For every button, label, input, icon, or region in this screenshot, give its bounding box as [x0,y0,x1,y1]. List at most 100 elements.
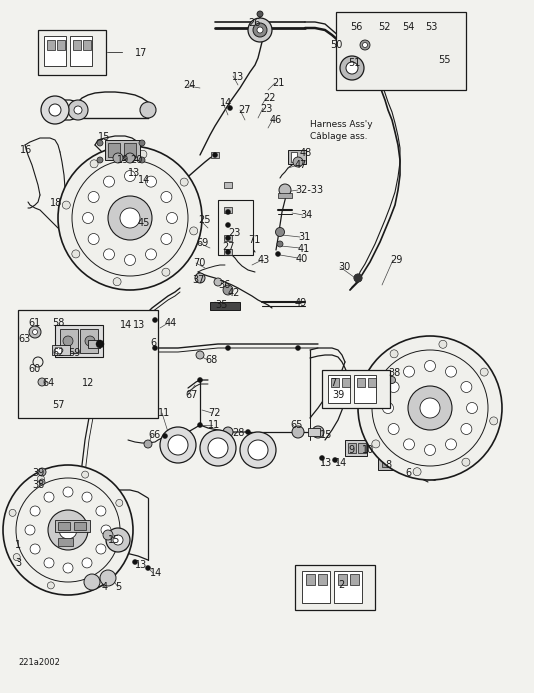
Circle shape [346,62,358,74]
Text: 21: 21 [272,78,285,88]
Bar [322,370,390,408]
Circle shape [3,465,133,595]
Circle shape [132,559,137,565]
Circle shape [153,346,158,351]
Bar [306,574,315,585]
Text: 62: 62 [52,348,65,358]
Circle shape [59,521,77,539]
Bar [80,329,98,353]
Circle shape [196,351,204,359]
Circle shape [145,176,156,187]
Bar [52,345,70,355]
Circle shape [106,528,130,552]
Circle shape [85,336,95,346]
Text: 12: 12 [82,378,95,388]
Bar [55,347,61,353]
Circle shape [116,500,123,507]
Circle shape [225,249,231,254]
Bar [348,443,356,453]
Text: 61: 61 [28,318,40,328]
Circle shape [68,100,88,120]
Bar [210,302,240,310]
Circle shape [82,558,92,568]
Circle shape [161,191,172,202]
Circle shape [195,273,205,283]
Circle shape [198,378,202,383]
Text: 18: 18 [50,198,62,208]
Text: 38: 38 [32,480,44,490]
Circle shape [168,435,188,455]
Text: 45: 45 [138,218,151,228]
Circle shape [467,403,477,414]
Circle shape [48,582,54,589]
Circle shape [162,268,170,277]
Text: 14: 14 [335,458,347,468]
Circle shape [113,153,123,163]
Text: 19: 19 [117,155,129,165]
Circle shape [48,510,88,550]
Circle shape [382,403,394,414]
Text: 23: 23 [260,104,272,114]
Text: 4: 4 [102,582,108,592]
Circle shape [388,423,399,435]
Text: 7: 7 [330,378,336,388]
Circle shape [461,423,472,435]
Bar [302,571,330,603]
Bar [382,458,392,467]
Circle shape [96,340,104,348]
Bar [331,378,339,387]
Circle shape [125,153,135,163]
Text: 14: 14 [120,320,132,330]
Circle shape [160,427,196,463]
Circle shape [200,430,236,466]
Circle shape [44,492,54,502]
Circle shape [82,213,93,224]
Text: 17: 17 [135,48,147,58]
Circle shape [388,382,399,392]
Bar [55,325,103,357]
Circle shape [167,213,177,224]
Bar [357,378,365,387]
Circle shape [248,18,272,42]
Circle shape [104,176,114,187]
Text: 56: 56 [350,22,363,32]
Bar [60,329,78,353]
Text: 8: 8 [385,460,391,470]
Bar [83,40,91,50]
Text: 55: 55 [438,55,451,65]
Circle shape [246,430,250,435]
Text: 28: 28 [232,428,245,438]
Text: 70: 70 [193,258,206,268]
Circle shape [198,423,202,428]
Bar [291,152,297,162]
Bar [224,235,232,241]
Circle shape [180,178,188,186]
Bar [211,152,219,158]
Bar [345,440,367,456]
Text: 16: 16 [20,145,32,155]
Text: 3: 3 [15,558,21,568]
Circle shape [253,23,267,37]
Text: 23: 23 [228,228,240,238]
Circle shape [49,104,61,116]
Text: 15: 15 [320,430,332,440]
Circle shape [462,458,470,466]
Text: 1: 1 [15,540,21,550]
Text: 60: 60 [28,364,40,374]
Circle shape [480,368,488,376]
Bar [288,150,306,164]
Text: 9: 9 [348,445,354,455]
Text: 54: 54 [402,22,414,32]
Text: 31: 31 [298,232,310,242]
Bar [395,458,405,467]
Text: 52: 52 [378,22,390,32]
Text: 10: 10 [362,445,374,455]
Circle shape [408,386,452,430]
Text: 11: 11 [208,420,220,430]
Circle shape [293,157,303,167]
Text: 26: 26 [248,18,261,28]
Bar [88,340,100,348]
Text: 53: 53 [425,22,437,32]
Bar [108,143,120,157]
Circle shape [225,209,231,215]
